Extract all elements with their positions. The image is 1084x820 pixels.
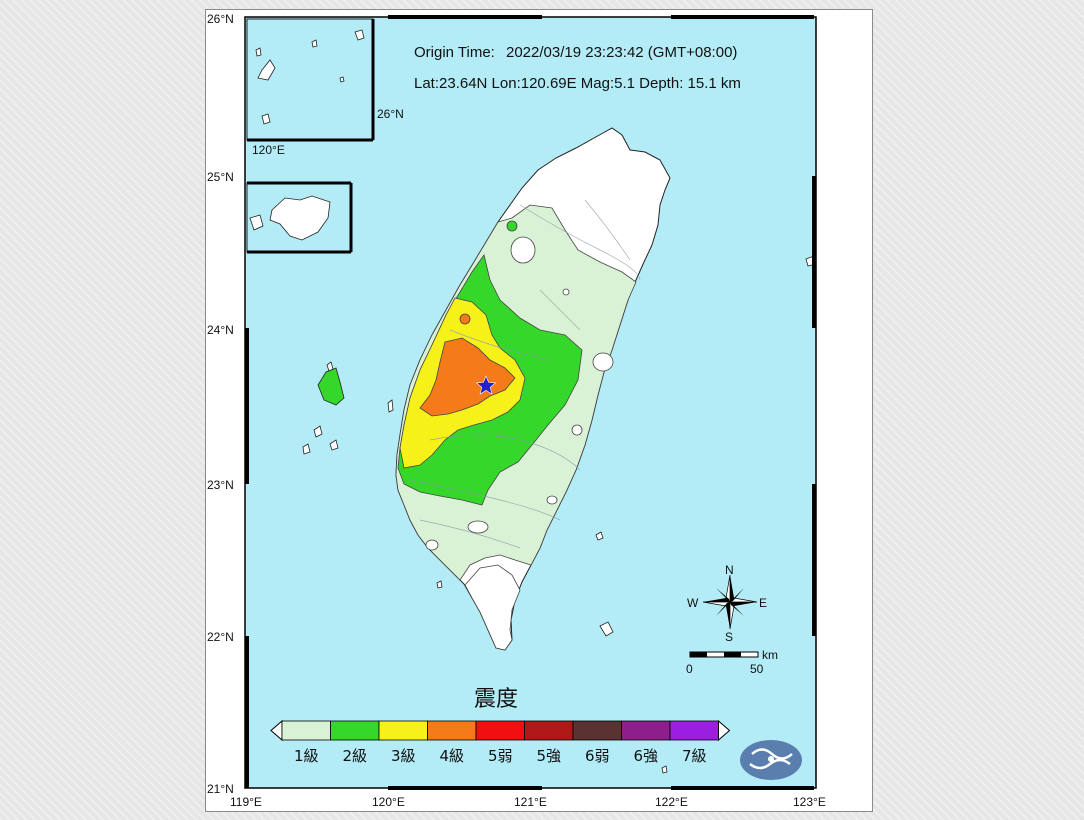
scale-bar [689, 651, 759, 658]
legend-label: 7級 [682, 747, 707, 765]
land-zone-no-intensity [571, 424, 583, 436]
scale-label-start: 0 [686, 662, 693, 676]
legend-swatch [669, 720, 719, 741]
compass-rose-icon [702, 574, 758, 630]
latitude-labels: 26°N 25°N 24°N 23°N 22°N 21°N [207, 12, 234, 796]
legend-label: 6弱 [585, 747, 610, 765]
lat-label: 26°N [207, 12, 234, 26]
intensity-zone-level4 [419, 337, 516, 417]
origin-time-label: Origin Time: [414, 44, 495, 61]
origin-time-value: 2022/03/19 23:23:42 (GMT+08:00) [506, 44, 737, 61]
legend-swatch [281, 720, 331, 741]
land-zone-no-intensity [510, 236, 536, 264]
legend-label: 4級 [439, 747, 464, 765]
legend-swatch [330, 720, 380, 741]
land-zone-no-intensity [425, 539, 439, 551]
compass-west-label: W [687, 596, 699, 610]
legend-label: 3級 [391, 747, 416, 765]
river-lines [409, 199, 641, 549]
lat-label: 25°N [207, 170, 234, 184]
lat-label: 24°N [207, 323, 234, 337]
inset-northern-islands: 26°N 120°E [246, 18, 404, 157]
inset-lon-label: 120°E [252, 143, 285, 157]
lat-label: 23°N [207, 478, 234, 492]
lat-label: 22°N [207, 630, 234, 644]
small-islands [436, 255, 816, 774]
lon-label: 120°E [372, 795, 405, 809]
land-zone-no-intensity [592, 352, 614, 372]
lon-label: 123°E [793, 795, 826, 809]
legend-label: 2級 [342, 747, 367, 765]
legend-label: 1級 [294, 747, 319, 765]
compass-south-label: S [725, 630, 733, 644]
land-zone-no-intensity [546, 495, 558, 505]
legend-swatch [621, 720, 671, 741]
land-zone-no-intensity [464, 564, 521, 651]
inset-lat-label: 26°N [377, 107, 404, 121]
scale-label-end: 50 [750, 662, 764, 676]
lat-label: 21°N [207, 782, 234, 796]
lon-label: 119°E [230, 795, 262, 809]
epicenter-star-icon [475, 375, 497, 395]
intensity-spot-level4 [459, 313, 471, 325]
agency-logo-icon [740, 740, 802, 780]
legend-title: 震度 [474, 687, 518, 712]
legend-swatch [427, 720, 477, 741]
land-zone-no-intensity [467, 520, 489, 534]
penghu-islands [302, 361, 394, 455]
map-border [244, 15, 817, 790]
scale-unit: km [762, 648, 778, 662]
legend-swatch [524, 720, 574, 741]
land-zone-no-intensity [562, 288, 570, 296]
inset-kinmen [246, 181, 353, 254]
legend-arrow-right [718, 719, 731, 742]
lon-label: 121°E [514, 795, 547, 809]
legend-label: 5弱 [488, 747, 513, 765]
compass-east-label: E [759, 596, 767, 610]
legend-label: 5強 [536, 747, 561, 765]
intensity-spot-level2 [506, 220, 518, 232]
compass-north-label: N [725, 563, 734, 577]
location-line: Lat:23.64N Lon:120.69E Mag:5.1 Depth: 15… [414, 75, 741, 92]
longitude-labels: 119°E 120°E 121°E 122°E 123°E [230, 795, 826, 809]
lon-label: 122°E [655, 795, 688, 809]
legend-swatch [378, 720, 428, 741]
legend-swatch [475, 720, 525, 741]
legend-swatch [572, 720, 622, 741]
legend-label: 6強 [633, 747, 658, 765]
legend-colorbar: 1級 2級 3級 4級 5弱 5強 6弱 6強 7級 [270, 719, 731, 765]
